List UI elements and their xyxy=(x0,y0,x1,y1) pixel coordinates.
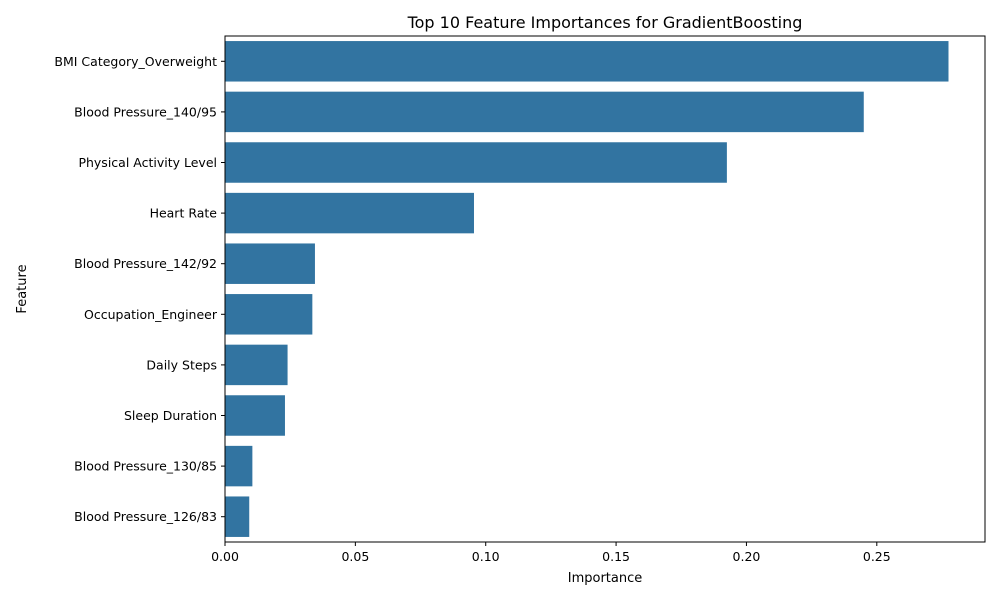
y-tick-label: Physical Activity Level xyxy=(78,155,217,170)
bar xyxy=(225,142,727,183)
y-tick-label: Occupation_Engineer xyxy=(84,307,218,322)
plot-frame xyxy=(224,35,986,543)
y-tick-label: Heart Rate xyxy=(150,206,218,221)
bar xyxy=(225,41,949,82)
chart-title: Top 10 Feature Importances for GradientB… xyxy=(407,13,803,32)
x-tick-label: 0.00 xyxy=(211,549,239,564)
bar xyxy=(225,344,288,386)
bar xyxy=(225,192,474,234)
y-axis-label: Feature xyxy=(15,264,30,313)
y-tick-label: Blood Pressure_142/92 xyxy=(74,256,217,271)
y-tick-label: Blood Pressure_126/83 xyxy=(74,509,217,524)
x-tick-label: 0.15 xyxy=(602,549,630,564)
y-tick-label: Blood Pressure_130/85 xyxy=(74,459,217,474)
y-tick-label: Blood Pressure_140/95 xyxy=(74,104,217,119)
bars-layer xyxy=(225,41,949,537)
y-tick-label: Sleep Duration xyxy=(124,408,217,423)
y-ticks-layer: BMI Category_Overweight Blood Pressure_14… xyxy=(54,54,225,524)
y-tick-label: BMI Category_Overweight xyxy=(54,54,217,69)
x-tick-label: 0.20 xyxy=(733,549,761,564)
bar xyxy=(225,496,250,537)
bar xyxy=(225,395,285,436)
x-ticks-layer: 0.00 0.05 0.10 0.15 0.20 0.25 xyxy=(211,542,891,564)
bar xyxy=(225,294,313,335)
x-tick-label: 0.10 xyxy=(472,549,500,564)
x-tick-label: 0.05 xyxy=(341,549,369,564)
y-tick-label: Daily Steps xyxy=(146,357,217,372)
bar xyxy=(225,243,315,284)
x-axis-label: Importance xyxy=(568,571,643,586)
bar xyxy=(225,445,253,487)
x-tick-label: 0.25 xyxy=(863,549,891,564)
bar xyxy=(225,91,864,133)
